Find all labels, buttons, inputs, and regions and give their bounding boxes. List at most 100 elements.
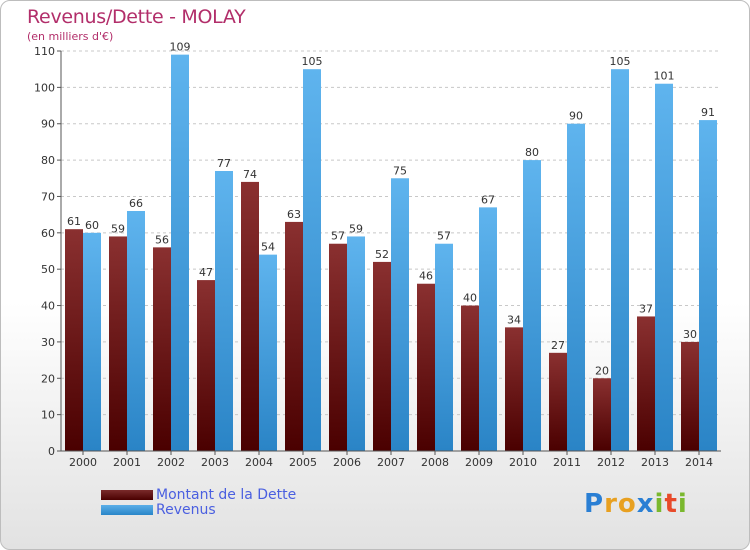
bar-revenus: [567, 123, 585, 452]
data-label-revenus: 67: [481, 193, 495, 206]
data-label-dette: 57: [331, 230, 345, 243]
x-tick-label: 2006: [333, 456, 361, 469]
chart-title: Revenus/Dette - MOLAY: [27, 6, 246, 28]
y-tick-label: 60: [41, 227, 55, 240]
data-label-dette: 52: [375, 248, 389, 261]
legend-swatch-dette: [101, 490, 153, 500]
bar-dette: [65, 229, 83, 451]
bar-revenus: [479, 207, 497, 451]
data-label-revenus: 66: [129, 197, 143, 210]
bar-revenus: [611, 69, 629, 451]
data-label-dette: 56: [155, 233, 169, 246]
y-tick-label: 90: [41, 118, 55, 131]
bar-revenus: [347, 236, 365, 451]
bar-dette: [109, 236, 127, 451]
bar-revenus: [655, 83, 673, 452]
data-label-revenus: 109: [170, 41, 191, 54]
bar-revenus: [699, 120, 717, 451]
y-tick-label: 100: [34, 81, 55, 94]
chart-subtitle: (en milliers d'€): [27, 30, 114, 43]
data-label-revenus: 57: [437, 230, 451, 243]
y-tick-label: 0: [48, 445, 55, 458]
x-tick-label: 2013: [641, 456, 669, 469]
bar-dette: [329, 243, 347, 451]
bar-revenus: [83, 232, 101, 451]
data-label-dette: 47: [199, 266, 213, 279]
bar-revenus: [215, 171, 233, 451]
bar-revenus: [523, 160, 541, 451]
x-tick-label: 2005: [289, 456, 317, 469]
x-tick-label: 2003: [201, 456, 229, 469]
data-label-dette: 63: [287, 208, 301, 221]
bar-dette: [197, 280, 215, 451]
bar-dette: [681, 341, 699, 451]
data-label-dette: 34: [507, 313, 521, 326]
bar-dette: [461, 305, 479, 451]
logo-letter: t: [664, 489, 678, 519]
bar-revenus: [259, 254, 277, 451]
x-tick-label: 2011: [553, 456, 581, 469]
proxiti-logo: Proxiti: [584, 489, 688, 519]
legend-label-revenus: Revenus: [156, 502, 216, 518]
data-label-dette: 30: [683, 328, 697, 341]
bars: [65, 54, 717, 452]
x-tick-label: 2002: [157, 456, 185, 469]
x-tick-label: 2014: [685, 456, 713, 469]
data-label-dette: 27: [551, 339, 565, 352]
bar-dette: [373, 261, 391, 451]
bar-dette: [153, 247, 171, 451]
axes: 0 10 20 30 40 50 60 70 80 90 100 110 2000 2001 2002 200…: [34, 45, 721, 469]
legend-swatch-revenus: [101, 505, 153, 515]
y-tick-label: 110: [34, 45, 55, 58]
x-tick-label: 2004: [245, 456, 273, 469]
labels: 61 60 59 66 56 109 47 77 74 54 63 105 57 59 52 75 46 57 40…: [67, 41, 715, 378]
data-label-dette: 46: [419, 270, 433, 283]
data-label-revenus: 91: [701, 106, 715, 119]
y-tick-label: 40: [41, 300, 55, 313]
data-label-revenus: 54: [261, 241, 275, 254]
data-label-dette: 40: [463, 292, 477, 305]
y-tick-label: 70: [41, 190, 55, 203]
bar-dette: [285, 221, 303, 451]
bar-revenus: [435, 243, 453, 451]
y-tick-label: 50: [41, 263, 55, 276]
bar-revenus: [303, 69, 321, 451]
data-label-revenus: 59: [349, 222, 363, 235]
data-label-dette: 37: [639, 302, 653, 315]
bar-dette: [417, 283, 435, 451]
y-tick-label: 20: [41, 372, 55, 385]
data-label-revenus: 105: [610, 55, 631, 68]
bar-dette: [505, 327, 523, 451]
data-label-revenus: 80: [525, 146, 539, 159]
bar-revenus: [391, 178, 409, 452]
logo-letter: i: [677, 489, 688, 519]
data-label-revenus: 60: [85, 219, 99, 232]
data-label-dette: 74: [243, 168, 257, 181]
logo-letter: P: [584, 489, 605, 519]
x-tick-label: 2007: [377, 456, 405, 469]
data-label-dette: 59: [111, 222, 125, 235]
bar-dette: [549, 352, 567, 451]
bar-revenus: [171, 54, 189, 452]
x-tick-label: 2001: [113, 456, 141, 469]
bar-dette: [593, 378, 611, 451]
data-label-revenus: 101: [654, 70, 675, 83]
data-label-revenus: 90: [569, 110, 583, 123]
logo-letter: o: [617, 489, 637, 519]
x-tick-label: 2012: [597, 456, 625, 469]
logo-letter: x: [636, 489, 655, 519]
x-tick-label: 2008: [421, 456, 449, 469]
legend-label-dette: Montant de la Dette: [156, 487, 297, 503]
data-label-dette: 20: [595, 364, 609, 377]
data-label-revenus: 75: [393, 164, 407, 177]
data-label-revenus: 77: [217, 157, 231, 170]
y-tick-label: 30: [41, 336, 55, 349]
bar-dette: [241, 181, 259, 451]
x-tick-label: 2009: [465, 456, 493, 469]
logo-letter: i: [654, 489, 665, 519]
data-label-dette: 61: [67, 215, 81, 228]
x-tick-label: 2000: [69, 456, 97, 469]
y-tick-label: 80: [41, 154, 55, 167]
